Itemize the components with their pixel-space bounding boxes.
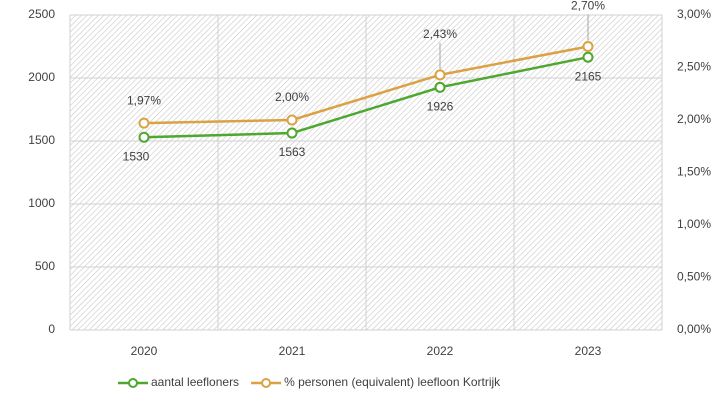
data-point (286, 114, 298, 126)
data-label: 1926 (427, 99, 454, 113)
series-line (143, 55, 589, 139)
data-point (434, 69, 446, 81)
x-tick-label: 2023 (575, 344, 602, 358)
y-tick-label: 1500 (28, 133, 55, 147)
legend-marker (128, 378, 138, 388)
legend-label: % personen (equivalent) leefloon Kortrij… (284, 375, 501, 389)
y-tick-label: 2000 (28, 70, 55, 84)
y-tick-label: 500 (35, 259, 55, 273)
y-tick-label: 1000 (28, 196, 55, 210)
y-tick-label: 2500 (28, 7, 55, 21)
data-label: 1563 (279, 145, 306, 159)
y2-tick-label: 2,50% (677, 60, 711, 74)
y2-tick-label: 1,50% (677, 165, 711, 179)
data-point (286, 127, 298, 139)
data-label: 2,70% (571, 0, 605, 13)
data-point (582, 41, 594, 52)
data-label: 2165 (575, 69, 602, 83)
x-tick-label: 2022 (427, 344, 454, 358)
data-label: 1530 (123, 149, 150, 163)
series-line (143, 45, 589, 125)
data-point (138, 131, 150, 143)
x-tick-label: 2020 (131, 344, 158, 358)
y-tick-label: 0 (48, 322, 55, 336)
data-point (434, 81, 446, 93)
y2-tick-label: 0,50% (677, 270, 711, 284)
x-tick-label: 2021 (279, 344, 306, 358)
data-label: 2,43% (423, 27, 457, 41)
data-point (582, 51, 594, 63)
y2-tick-label: 3,00% (677, 7, 711, 21)
y2-tick-label: 2,00% (677, 112, 711, 126)
y2-tick-label: 1,00% (677, 217, 711, 231)
legend-label: aantal leefloners (151, 375, 239, 389)
data-label: 2,00% (275, 90, 309, 104)
legend-marker (261, 378, 272, 388)
data-point (138, 117, 150, 129)
y2-tick-label: 0,00% (677, 322, 711, 336)
data-label: 1,97% (127, 93, 161, 107)
